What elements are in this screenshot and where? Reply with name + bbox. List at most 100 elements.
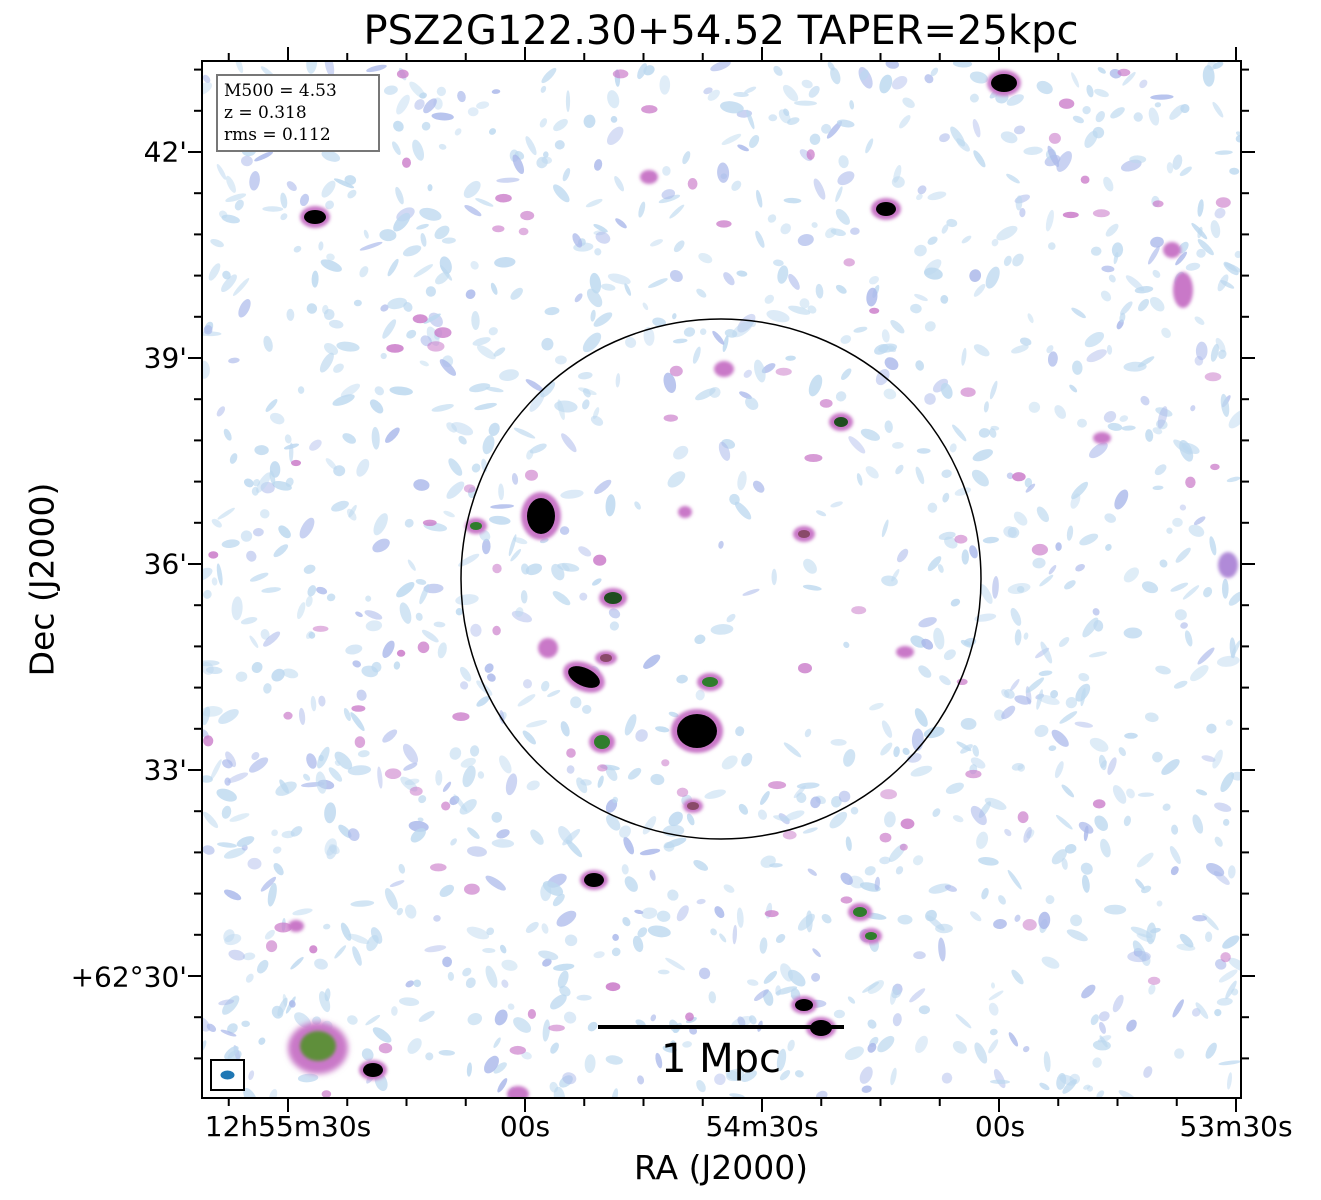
map-background <box>202 61 1241 1098</box>
noise-blob <box>1190 405 1196 412</box>
noise-blob <box>940 382 953 399</box>
noise-blob <box>446 481 465 499</box>
noise-blob <box>493 1037 501 1048</box>
noise-blob <box>935 923 953 934</box>
noise-blob <box>623 836 635 855</box>
noise-blob <box>1065 696 1078 709</box>
noise-blob <box>712 330 725 345</box>
noise-blob <box>399 602 412 624</box>
noise-blob <box>467 827 480 839</box>
noise-blob <box>861 1085 872 1093</box>
noise-blob <box>939 133 950 143</box>
noise-blob <box>216 164 227 180</box>
noise-blob <box>1204 372 1222 382</box>
noise-blob <box>1218 1060 1241 1066</box>
noise-blob <box>619 825 631 839</box>
noise-blob <box>419 92 427 99</box>
noise-blob <box>1014 914 1021 922</box>
noise-blob <box>776 1048 787 1072</box>
noise-blob <box>526 780 540 791</box>
noise-blob <box>984 797 1007 810</box>
noise-blob <box>1071 72 1080 88</box>
noise-blob <box>1220 393 1230 417</box>
noise-blob <box>741 752 753 767</box>
noise-blob <box>692 346 701 364</box>
noise-blob <box>1092 209 1110 218</box>
noise-blob <box>223 847 246 859</box>
noise-blob <box>759 937 768 954</box>
noise-blob <box>1126 1019 1137 1032</box>
y-tick-label: 33' <box>143 753 187 787</box>
compact-source <box>300 206 330 228</box>
faint-source <box>848 903 872 921</box>
noise-blob <box>740 1070 757 1082</box>
noise-blob <box>328 767 343 782</box>
noise-blob <box>351 705 366 712</box>
noise-blob <box>501 979 509 988</box>
noise-blob <box>466 926 490 940</box>
noise-blob <box>455 608 463 616</box>
noise-blob <box>864 866 876 876</box>
noise-blob <box>1023 826 1032 843</box>
noise-blob <box>819 399 833 408</box>
noise-blob <box>203 589 212 599</box>
noise-blob <box>996 225 1018 241</box>
noise-blob <box>1214 836 1223 847</box>
noise-blob <box>726 613 736 623</box>
noise-blob <box>597 764 608 772</box>
noise-blob <box>396 582 415 598</box>
noise-blob <box>1123 815 1132 827</box>
noise-blob <box>1133 112 1143 122</box>
noise-blob <box>972 745 980 757</box>
noise-blob <box>1036 80 1053 95</box>
x-tick-label: 53m30s <box>1179 1110 1293 1143</box>
noise-blob <box>235 61 244 74</box>
noise-blob <box>572 233 583 248</box>
noise-blob <box>493 347 506 357</box>
noise-blob <box>748 1015 757 1025</box>
noise-blob <box>738 803 749 815</box>
noise-blob <box>484 1055 499 1074</box>
noise-blob <box>833 1009 845 1019</box>
noise-blob <box>476 696 490 707</box>
noise-blob <box>952 815 964 823</box>
noise-blob <box>271 829 278 837</box>
noise-blob <box>348 504 357 518</box>
noise-blob <box>541 337 554 351</box>
noise-blob <box>489 128 496 135</box>
noise-blob <box>938 937 946 962</box>
noise-blob <box>663 414 678 422</box>
noise-blob <box>399 997 420 1006</box>
noise-blob <box>1197 238 1214 256</box>
noise-blob <box>825 227 837 239</box>
noise-blob <box>525 563 543 576</box>
noise-blob <box>609 621 620 631</box>
noise-blob <box>374 386 384 396</box>
noise-blob <box>1079 533 1099 546</box>
noise-blob <box>775 985 781 996</box>
noise-blob <box>513 427 536 439</box>
noise-blob <box>809 133 821 145</box>
noise-blob <box>448 458 463 476</box>
noise-blob <box>288 1000 296 1008</box>
noise-blob <box>1047 351 1058 367</box>
noise-blob <box>1062 211 1079 219</box>
noise-blob <box>427 341 445 352</box>
noise-blob <box>343 707 351 722</box>
noise-blob <box>1092 1057 1102 1068</box>
noise-blob <box>990 1079 1010 1085</box>
noise-blob <box>316 586 328 595</box>
noise-blob <box>884 357 899 370</box>
noise-blob <box>291 459 301 467</box>
noise-blob <box>933 627 945 650</box>
noise-blob <box>325 200 335 210</box>
noise-blob <box>323 923 331 930</box>
noise-blob <box>737 1016 746 1027</box>
noise-blob <box>881 519 889 538</box>
noise-blob <box>449 747 462 760</box>
noise-blob <box>897 914 913 925</box>
noise-blob <box>804 454 823 462</box>
noise-blob <box>754 989 769 1001</box>
noise-blob <box>553 118 568 132</box>
noise-blob <box>211 518 222 528</box>
